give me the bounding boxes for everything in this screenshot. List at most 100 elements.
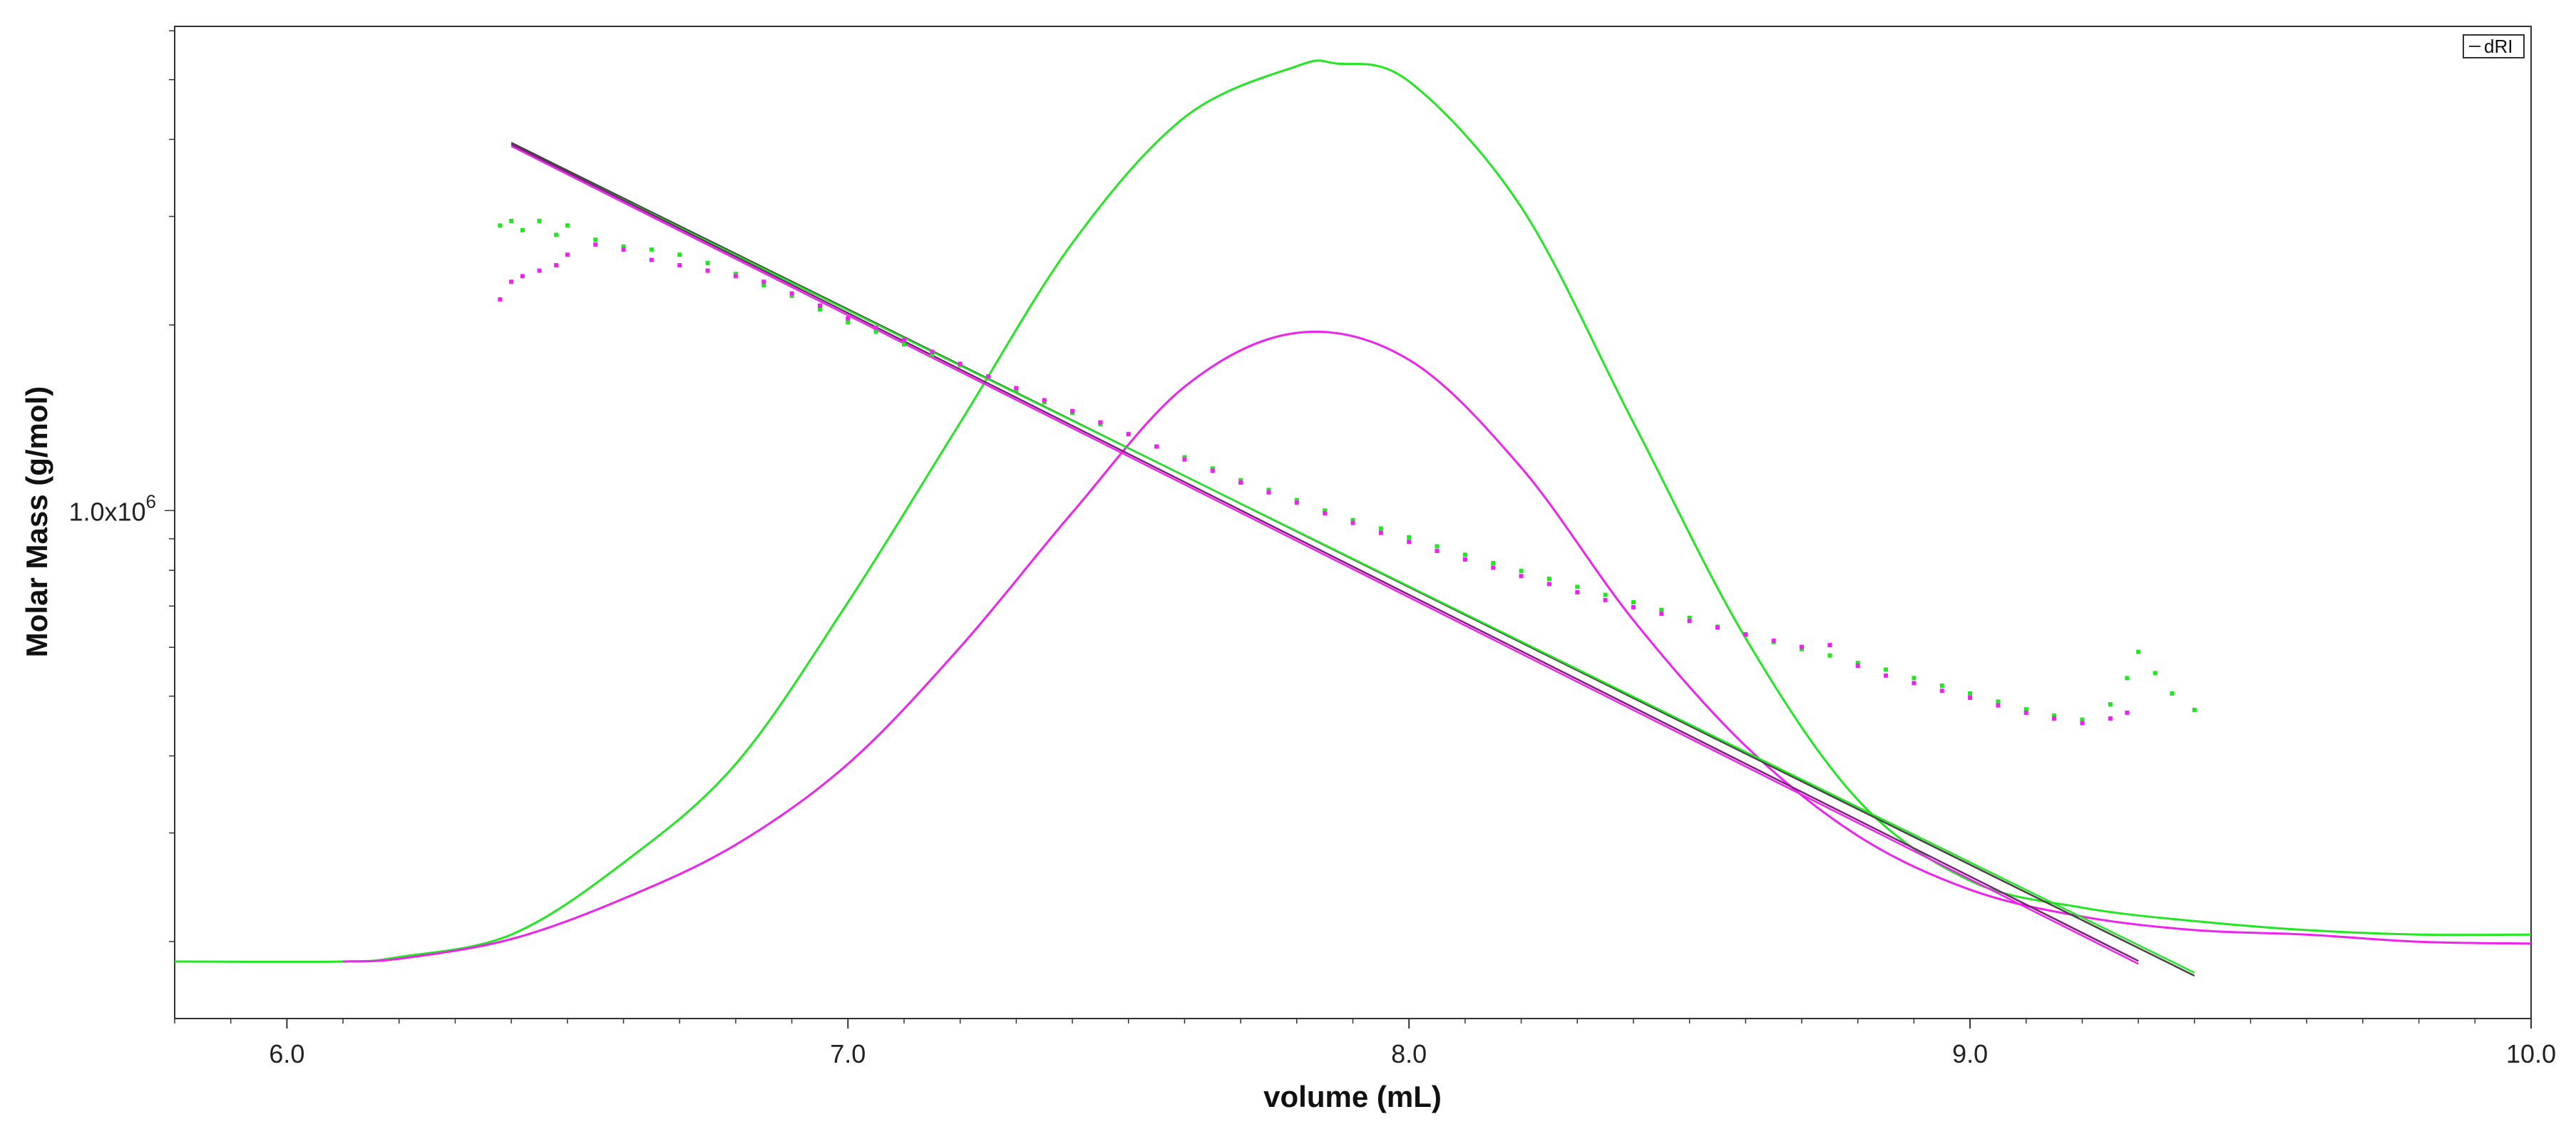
scatter-point-green bbox=[1575, 584, 1580, 589]
scatter-point-green bbox=[1266, 488, 1271, 493]
scatter-points bbox=[498, 218, 2197, 726]
scatter-point-magenta bbox=[498, 297, 503, 302]
fit-line-green bbox=[510, 143, 2195, 974]
scatter-point-magenta bbox=[1827, 643, 1832, 648]
scatter-point-magenta bbox=[593, 242, 598, 247]
scatter-point-magenta bbox=[1042, 398, 1047, 403]
scatter-point-green bbox=[537, 218, 542, 223]
scatter-point-magenta bbox=[537, 268, 542, 273]
scatter-point-green bbox=[1407, 535, 1412, 540]
scatter-point-green bbox=[2052, 713, 2057, 718]
scatter-point-magenta bbox=[1378, 530, 1383, 535]
scatter-point-green bbox=[1435, 544, 1440, 549]
scatter-point-green bbox=[1182, 455, 1187, 460]
scatter-point-magenta bbox=[1182, 457, 1187, 462]
scatter-point-green bbox=[1491, 560, 1496, 565]
scatter-point-magenta bbox=[1603, 597, 1608, 602]
scatter-point-magenta bbox=[1154, 444, 1159, 449]
scatter-point-magenta bbox=[554, 263, 559, 268]
scatter-point-magenta bbox=[1884, 673, 1889, 678]
scatter-point-green bbox=[761, 283, 766, 288]
scatter-point-magenta bbox=[1659, 612, 1664, 617]
scatter-point-magenta bbox=[846, 316, 851, 321]
scatter-point-magenta bbox=[1743, 632, 1748, 636]
x-tick-label: 7.0 bbox=[830, 1039, 866, 1068]
scatter-point-magenta bbox=[621, 247, 626, 252]
x-tick-label: 6.0 bbox=[269, 1039, 304, 1068]
x-axis-title: volume (mL) bbox=[1263, 1080, 1442, 1113]
scatter-point-green bbox=[1939, 683, 1944, 688]
scatter-point-green bbox=[649, 247, 654, 252]
scatter-point-green bbox=[846, 320, 851, 325]
scatter-point-magenta bbox=[873, 325, 878, 330]
scatter-point-magenta bbox=[1575, 589, 1580, 594]
scatter-point-magenta bbox=[1968, 695, 1973, 700]
scatter-point-green bbox=[1800, 646, 1805, 651]
scatter-point-magenta bbox=[986, 374, 991, 379]
y-tick-exponent: 6 bbox=[146, 490, 156, 512]
scatter-point-magenta bbox=[2125, 710, 2130, 715]
scatter-point-magenta bbox=[1294, 500, 1299, 505]
scatter-point-green bbox=[789, 294, 794, 299]
scatter-point-magenta bbox=[677, 263, 682, 268]
scatter-point-magenta bbox=[1687, 619, 1692, 624]
scatter-point-magenta bbox=[2023, 710, 2028, 715]
scatter-point-green bbox=[498, 223, 503, 228]
scatter-point-green bbox=[1884, 667, 1889, 672]
y-axis-title: Molar Mass (g/mol) bbox=[20, 386, 53, 657]
scatter-point-green bbox=[593, 237, 598, 242]
scatter-point-magenta bbox=[958, 361, 963, 366]
scatter-point-green bbox=[1350, 517, 1355, 522]
scatter-point-green bbox=[2023, 707, 2028, 712]
scatter-point-magenta bbox=[2052, 716, 2057, 721]
peak-curves bbox=[175, 59, 2531, 963]
scatter-point-magenta bbox=[2080, 721, 2085, 726]
scatter-point-green bbox=[1855, 661, 1860, 666]
scatter-point-magenta bbox=[901, 338, 906, 343]
scatter-point-magenta bbox=[1238, 480, 1243, 485]
scatter-point-magenta bbox=[1266, 490, 1271, 495]
scatter-point-magenta bbox=[1800, 644, 1805, 649]
scatter-point-green bbox=[1603, 592, 1608, 597]
scatter-point-green bbox=[509, 218, 514, 223]
scatter-point-green bbox=[2136, 649, 2141, 654]
scatter-point-green bbox=[2080, 717, 2085, 722]
scatter-point-green bbox=[1687, 615, 1692, 620]
scatter-point-magenta bbox=[1350, 520, 1355, 525]
scatter-point-green bbox=[621, 244, 626, 249]
x-tick-label: 10.0 bbox=[2506, 1039, 2556, 1068]
scatter-point-magenta bbox=[509, 279, 514, 284]
scatter-point-magenta bbox=[1407, 540, 1412, 545]
scatter-point-magenta bbox=[1631, 604, 1636, 609]
scatter-point-green bbox=[1827, 653, 1832, 658]
scatter-point-magenta bbox=[2108, 716, 2113, 721]
scatter-point-magenta bbox=[733, 274, 738, 279]
scatter-point-magenta bbox=[1546, 582, 1551, 587]
scatter-point-magenta bbox=[930, 349, 935, 354]
scatter-point-green bbox=[873, 329, 878, 334]
scatter-point-green bbox=[1378, 526, 1383, 531]
scatter-point-green bbox=[2152, 671, 2157, 676]
scatter-point-green bbox=[1519, 569, 1524, 574]
x-ticks: 6.0 7.0 8.0 9.0 10.0 bbox=[174, 1019, 2556, 1068]
scatter-point-magenta bbox=[1939, 689, 1944, 694]
scatter-point-magenta bbox=[1771, 638, 1776, 643]
scatter-point-green bbox=[1210, 466, 1215, 471]
y-tick-label: 1.0x106 bbox=[68, 490, 156, 526]
fit-line-magenta bbox=[510, 145, 2139, 965]
scatter-point-green bbox=[705, 261, 710, 266]
scatter-point-magenta bbox=[1491, 565, 1496, 570]
scatter-point-magenta bbox=[1126, 432, 1131, 437]
peak-curve-magenta bbox=[342, 330, 2531, 963]
y-tick-mantissa: 1.0x10 bbox=[68, 497, 145, 526]
scatter-point-green bbox=[1996, 699, 2001, 704]
scatter-point-green bbox=[677, 252, 682, 257]
scatter-point-green bbox=[1631, 599, 1636, 604]
x-tick-label: 9.0 bbox=[1952, 1039, 1988, 1068]
scatter-point-magenta bbox=[1435, 548, 1440, 553]
scatter-point-magenta bbox=[649, 257, 654, 262]
scatter-point-green bbox=[565, 223, 570, 228]
scatter-point-magenta bbox=[705, 268, 710, 273]
scatter-point-green bbox=[901, 342, 906, 347]
